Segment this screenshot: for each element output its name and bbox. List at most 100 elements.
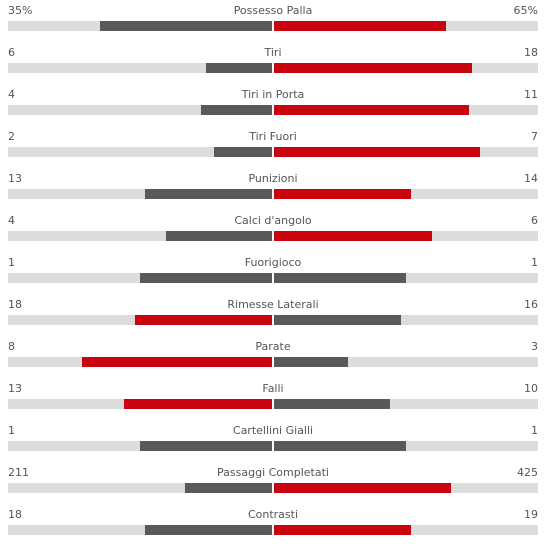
away-value: 1 (531, 256, 538, 269)
away-bar-track (274, 105, 538, 115)
away-value: 19 (524, 508, 538, 521)
away-value: 1 (531, 424, 538, 437)
stat-row: 211 Passaggi Completati 425 (0, 465, 547, 507)
home-bar-fill (140, 273, 272, 283)
stat-row: 13 Falli 10 (0, 381, 547, 423)
away-bar-track (274, 357, 538, 367)
away-bar-track (274, 147, 538, 157)
home-bar-track (8, 63, 272, 73)
home-bar-fill (100, 21, 272, 31)
home-bar-fill (145, 525, 272, 535)
away-bar-track (274, 231, 538, 241)
stat-row: 8 Parate 3 (0, 339, 547, 381)
away-bar-fill (274, 147, 480, 157)
away-value: 6 (531, 214, 538, 227)
home-bar-track (8, 273, 272, 283)
away-value: 14 (524, 172, 538, 185)
home-bar-track (8, 483, 272, 493)
home-bar-fill (166, 231, 272, 241)
away-bar-fill (274, 357, 348, 367)
home-bar-fill (82, 357, 272, 367)
stat-row: 35% Possesso Palla 65% (0, 3, 547, 45)
away-bar-track (274, 399, 538, 409)
home-value: 13 (8, 172, 22, 185)
away-bar-track (274, 315, 538, 325)
away-bar-fill (274, 21, 446, 31)
away-bar-track (274, 483, 538, 493)
away-bar-track (274, 189, 538, 199)
home-bar-fill (135, 315, 272, 325)
away-value: 10 (524, 382, 538, 395)
stat-row: 4 Calci d'angolo 6 (0, 213, 547, 255)
home-value: 35% (8, 4, 33, 17)
stat-label: Tiri Fuori (249, 130, 297, 143)
away-bar-fill (274, 525, 411, 535)
stat-label: Fuorigioco (244, 256, 302, 269)
home-bar-track (8, 315, 272, 325)
stat-row: 1 Cartellini Gialli 1 (0, 423, 547, 465)
home-value: 1 (8, 424, 15, 437)
home-bar-fill (124, 399, 272, 409)
away-bar-track (274, 525, 538, 535)
home-value: 211 (8, 466, 29, 479)
home-bar-fill (214, 147, 272, 157)
stat-row: 4 Tiri in Porta 11 (0, 87, 547, 129)
away-value: 11 (524, 88, 538, 101)
home-bar-track (8, 147, 272, 157)
stat-row: 13 Punizioni 14 (0, 171, 547, 213)
away-bar-fill (274, 483, 451, 493)
home-bar-track (8, 399, 272, 409)
home-bar-track (8, 105, 272, 115)
home-bar-track (8, 189, 272, 199)
home-bar-track (8, 21, 272, 31)
away-bar-track (274, 441, 538, 451)
stat-label: Rimesse Laterali (227, 298, 319, 311)
home-bar-track (8, 441, 272, 451)
away-bar-fill (274, 315, 401, 325)
stat-label: Falli (262, 382, 284, 395)
away-bar-track (274, 63, 538, 73)
away-bar-fill (274, 399, 390, 409)
away-bar-track (274, 21, 538, 31)
stat-label: Cartellini Gialli (232, 424, 314, 437)
stat-label: Tiri (264, 46, 282, 59)
away-bar-fill (274, 273, 406, 283)
home-bar-fill (140, 441, 272, 451)
home-value: 18 (8, 508, 22, 521)
home-bar-fill (145, 189, 272, 199)
stat-row: 1 Fuorigioco 1 (0, 255, 547, 297)
stat-label: Tiri in Porta (241, 88, 305, 101)
away-bar-fill (274, 189, 411, 199)
stat-row: 2 Tiri Fuori 7 (0, 129, 547, 171)
away-value: 18 (524, 46, 538, 59)
home-bar-fill (201, 105, 272, 115)
stat-label: Parate (255, 340, 291, 353)
home-bar-fill (206, 63, 272, 73)
away-value: 65% (513, 4, 538, 17)
home-bar-fill (185, 483, 272, 493)
home-value: 6 (8, 46, 15, 59)
stat-row: 18 Rimesse Laterali 16 (0, 297, 547, 339)
home-bar-track (8, 357, 272, 367)
away-bar-fill (274, 441, 406, 451)
away-value: 425 (517, 466, 538, 479)
home-value: 8 (8, 340, 15, 353)
home-value: 4 (8, 88, 15, 101)
away-bar-fill (274, 63, 472, 73)
away-bar-track (274, 273, 538, 283)
home-bar-track (8, 231, 272, 241)
stat-label: Possesso Palla (233, 4, 313, 17)
home-bar-track (8, 525, 272, 535)
home-value: 1 (8, 256, 15, 269)
stat-label: Contrasti (247, 508, 299, 521)
away-value: 3 (531, 340, 538, 353)
away-bar-fill (274, 105, 469, 115)
stat-row: 18 Contrasti 19 (0, 507, 547, 549)
home-value: 13 (8, 382, 22, 395)
away-value: 7 (531, 130, 538, 143)
stat-row: 6 Tiri 18 (0, 45, 547, 87)
home-value: 4 (8, 214, 15, 227)
away-value: 16 (524, 298, 538, 311)
home-value: 2 (8, 130, 15, 143)
away-bar-fill (274, 231, 432, 241)
